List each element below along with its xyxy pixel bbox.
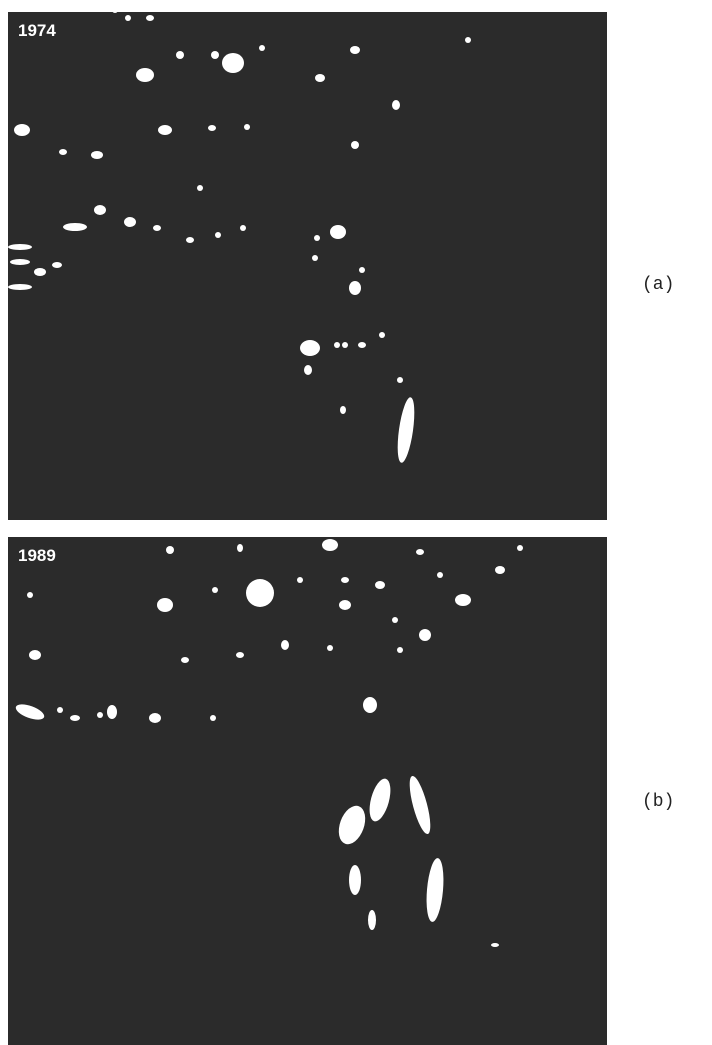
year-label: 1974 bbox=[18, 21, 56, 40]
light-blob bbox=[8, 284, 32, 290]
light-blob bbox=[517, 545, 523, 551]
light-blob bbox=[70, 715, 80, 721]
light-blob bbox=[153, 225, 161, 231]
light-blob bbox=[222, 53, 244, 73]
light-blob bbox=[297, 577, 303, 583]
light-blob bbox=[340, 406, 346, 414]
year-label: 1989 bbox=[18, 546, 56, 565]
light-blob bbox=[215, 232, 221, 238]
light-blob bbox=[57, 707, 63, 713]
panel-label: (b) bbox=[642, 792, 674, 812]
light-blob bbox=[107, 705, 117, 719]
light-blob bbox=[349, 281, 361, 295]
light-blob bbox=[240, 225, 246, 231]
light-blob bbox=[246, 579, 274, 607]
light-blob bbox=[368, 910, 376, 930]
light-blob bbox=[149, 713, 161, 723]
light-blob bbox=[186, 237, 194, 243]
light-blob bbox=[281, 640, 289, 650]
light-blob bbox=[397, 647, 403, 653]
light-blob bbox=[350, 46, 360, 54]
light-blob bbox=[491, 943, 499, 947]
light-blob bbox=[259, 45, 265, 51]
light-blob bbox=[392, 617, 398, 623]
light-blob bbox=[349, 865, 361, 895]
light-blob bbox=[465, 37, 471, 43]
image-panel-b bbox=[8, 537, 607, 1045]
light-blob bbox=[304, 365, 312, 375]
light-blob bbox=[94, 205, 106, 215]
light-blob bbox=[397, 377, 403, 383]
light-blob bbox=[330, 225, 346, 239]
light-blob bbox=[210, 715, 216, 721]
light-blob bbox=[334, 342, 340, 348]
light-blob bbox=[59, 149, 67, 155]
light-blob bbox=[8, 244, 32, 250]
light-blob bbox=[166, 546, 174, 554]
light-blob bbox=[419, 629, 431, 641]
light-blob bbox=[125, 15, 131, 21]
light-blob bbox=[315, 74, 325, 82]
light-blob bbox=[158, 125, 172, 135]
light-blob bbox=[322, 539, 338, 551]
light-blob bbox=[314, 235, 320, 241]
light-blob bbox=[197, 185, 203, 191]
light-blob bbox=[34, 268, 46, 276]
light-blob bbox=[244, 124, 250, 130]
light-blob bbox=[300, 340, 320, 356]
page: {"panels": [{"year": "1974", "label": "(… bbox=[0, 0, 712, 1045]
light-blob bbox=[157, 598, 173, 612]
light-blob bbox=[437, 572, 443, 578]
light-blob bbox=[91, 151, 103, 159]
light-blob bbox=[212, 587, 218, 593]
light-blob bbox=[416, 549, 424, 555]
light-blob bbox=[14, 124, 30, 136]
light-blob bbox=[327, 645, 333, 651]
light-blob bbox=[495, 566, 505, 574]
light-blob bbox=[392, 100, 400, 110]
light-blob bbox=[181, 657, 189, 663]
light-blob bbox=[312, 255, 318, 261]
light-blob bbox=[358, 342, 366, 348]
light-blob bbox=[124, 217, 136, 227]
light-blob bbox=[351, 141, 359, 149]
light-blob bbox=[455, 594, 471, 606]
light-blob bbox=[339, 600, 351, 610]
light-blob bbox=[97, 712, 103, 718]
light-blob bbox=[52, 262, 62, 268]
light-blob bbox=[63, 223, 87, 231]
light-blob bbox=[341, 577, 349, 583]
light-blob bbox=[136, 68, 154, 82]
light-blob bbox=[29, 650, 41, 660]
figure: 1974 1989 (a) (b) bbox=[0, 0, 712, 1045]
light-blob bbox=[379, 332, 385, 338]
light-blob bbox=[10, 259, 30, 265]
light-blob bbox=[146, 15, 154, 21]
light-blob bbox=[363, 697, 377, 713]
panel-label: (a) bbox=[642, 275, 674, 295]
light-blob bbox=[176, 51, 184, 59]
light-blob bbox=[359, 267, 365, 273]
light-blob bbox=[237, 544, 243, 552]
light-blob bbox=[375, 581, 385, 589]
light-blob bbox=[236, 652, 244, 658]
light-blob bbox=[112, 7, 118, 13]
light-blob bbox=[27, 592, 33, 598]
light-blob bbox=[208, 125, 216, 131]
light-blob bbox=[211, 51, 219, 59]
light-blob bbox=[342, 342, 348, 348]
image-panel-a bbox=[8, 12, 607, 520]
